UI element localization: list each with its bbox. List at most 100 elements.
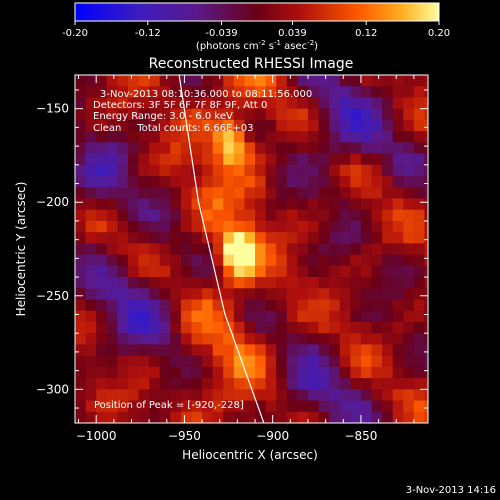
heatmap-cell [371, 288, 383, 301]
heatmap-cell [318, 310, 330, 323]
heatmap-cell [138, 389, 150, 402]
heatmap-cell [233, 153, 246, 166]
heatmap-cell [265, 131, 277, 143]
heatmap-cell [255, 153, 267, 166]
heatmap-cell [276, 333, 288, 346]
heatmap-cell [297, 310, 309, 323]
heatmap-cell [350, 243, 362, 256]
heatmap-cell [403, 355, 415, 368]
heatmap-cell [138, 254, 150, 267]
heatmap-cell [212, 321, 224, 334]
colorbar: -0.20 -0.12 -0.039 0.039 0.12 0.20 (photons c… [62, 2, 450, 52]
heatmap-cell [382, 378, 394, 390]
y-tick-label: −300 [36, 382, 69, 396]
heatmap-cell [85, 142, 97, 155]
heatmap-cell [403, 344, 415, 357]
heatmap-cell [170, 220, 182, 233]
heatmap-cell [318, 97, 330, 110]
heatmap-cell [297, 378, 309, 390]
heatmap-cell [170, 321, 182, 334]
colorbar-tick-label: -0.12 [135, 28, 161, 39]
heatmap-cell [371, 333, 383, 346]
heatmap-cell [244, 400, 256, 413]
heatmap-cell [339, 164, 351, 177]
heatmap-cell [170, 366, 182, 379]
heatmap-cell [255, 321, 267, 334]
heatmap-cell [180, 277, 193, 289]
heatmap-cell [127, 400, 140, 413]
heatmap-cell [307, 299, 320, 312]
heatmap-cell [138, 232, 150, 244]
heatmap-cell [85, 277, 97, 289]
heatmap-cell [382, 209, 394, 222]
heatmap-cell [233, 299, 246, 312]
heatmap-cell [413, 142, 426, 155]
heatmap-cell [191, 86, 203, 99]
heatmap-cell [403, 321, 415, 334]
heatmap-cell [392, 209, 404, 222]
heatmap-cell [223, 344, 235, 357]
heatmap-cell [392, 142, 404, 155]
heatmap-cell [286, 378, 298, 390]
heatmap-cell [138, 131, 150, 143]
heatmap-cell [233, 333, 246, 346]
heatmap-cell [329, 299, 341, 312]
heatmap-cell [75, 288, 87, 301]
heatmap-cell [191, 310, 203, 323]
heatmap-cell [318, 75, 330, 87]
heatmap-cell [138, 187, 150, 200]
heatmap-cell [149, 142, 161, 155]
heatmap-cell [85, 344, 97, 357]
heatmap-cell [297, 265, 309, 278]
heatmap-cell [223, 232, 235, 244]
heatmap-cell [265, 75, 277, 87]
heatmap-cell [318, 355, 330, 368]
heatmap-cell [371, 344, 383, 357]
heatmap-cell [286, 176, 298, 188]
heatmap-cell [170, 355, 182, 368]
heatmap-cell [329, 344, 341, 357]
heatmap-cell [424, 277, 428, 289]
heatmap-cell [255, 265, 267, 278]
heatmap-cell [286, 243, 298, 256]
heatmap-cell [212, 164, 224, 177]
heatmap-cell [159, 86, 171, 99]
heatmap-cell [212, 75, 224, 87]
heatmap-cell [360, 198, 373, 211]
heatmap-cell [424, 299, 428, 312]
heatmap-cell [159, 355, 171, 368]
heatmap-cell [223, 176, 235, 188]
heatmap-cell [117, 108, 129, 121]
heatmap-cell [307, 333, 320, 346]
heatmap-cell [138, 220, 150, 233]
heatmap-cell [223, 198, 235, 211]
heatmap-cell [307, 378, 320, 390]
heatmap-cell [255, 389, 267, 402]
heatmap-cell [180, 232, 193, 244]
heatmap-cell [117, 209, 129, 222]
heatmap-cell [339, 220, 351, 233]
heatmap-cell [244, 220, 256, 233]
heatmap-cell [149, 243, 161, 256]
heatmap-cell [265, 299, 277, 312]
heatmap-cell [265, 400, 277, 413]
heatmap-cell [329, 131, 341, 143]
heatmap-cell [159, 198, 171, 211]
heatmap-cell [424, 344, 428, 357]
time-range-text: 3-Nov-2013 08:10:36.000 to 08:11:56.000 [100, 89, 312, 100]
heatmap-cell [318, 265, 330, 278]
heatmap-cell [85, 411, 97, 423]
heatmap-cell [413, 108, 426, 121]
heatmap-cell [276, 310, 288, 323]
heatmap-cell [403, 108, 415, 121]
heatmap-cell [339, 288, 351, 301]
heatmap-cell [159, 75, 171, 87]
heatmap-cell [223, 254, 235, 267]
heatmap-cell [138, 277, 150, 289]
heatmap-cell [202, 299, 214, 312]
heatmap-cell [117, 400, 129, 413]
heatmap-cell [424, 232, 428, 244]
heatmap-cell [265, 176, 277, 188]
heatmap-cell [127, 209, 140, 222]
heatmap-cell [149, 153, 161, 166]
